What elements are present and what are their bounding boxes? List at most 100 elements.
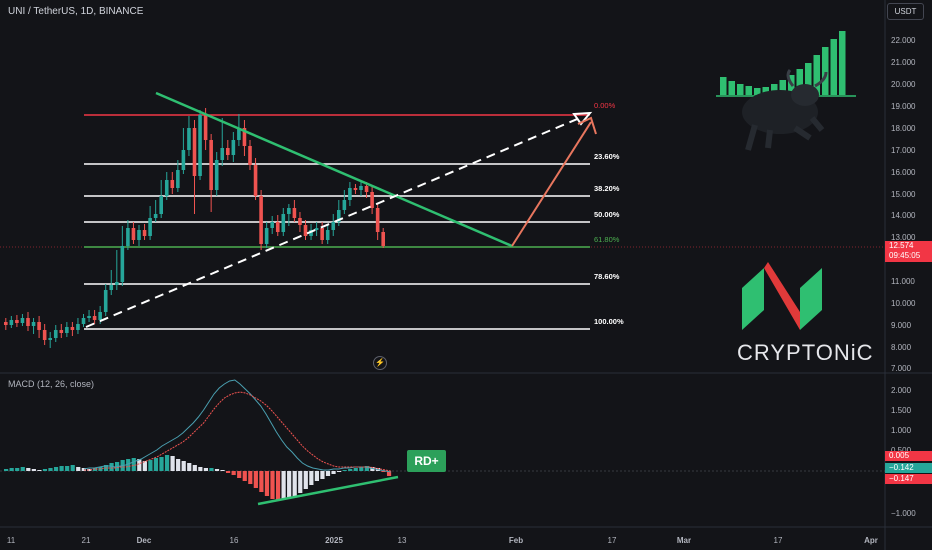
macd-line-tag: −0.142	[885, 463, 932, 473]
candle-body[interactable]	[364, 186, 369, 192]
candle-body[interactable]	[4, 322, 8, 325]
candle-body[interactable]	[231, 140, 236, 155]
candle-body[interactable]	[87, 316, 91, 318]
time-axis-label: 11	[7, 536, 16, 545]
price-axis-label: 8.000	[891, 343, 912, 352]
candle-body[interactable]	[359, 186, 363, 190]
divergence-line[interactable]	[257, 475, 399, 506]
time-axis-label: Mar	[677, 536, 691, 545]
candle-body[interactable]	[148, 218, 152, 236]
candle-body[interactable]	[264, 228, 269, 244]
candle-body[interactable]	[348, 188, 352, 200]
candle-body[interactable]	[375, 208, 380, 232]
candle-body[interactable]	[59, 330, 64, 333]
candle-body[interactable]	[153, 214, 158, 218]
symbol-title[interactable]: UNI / TetherUS, 1D, BINANCE	[8, 6, 144, 17]
candle-body[interactable]	[170, 180, 175, 188]
candle-body[interactable]	[70, 327, 75, 330]
candle-body[interactable]	[203, 115, 208, 140]
candle-body[interactable]	[298, 218, 302, 225]
candle-body[interactable]	[48, 338, 52, 340]
cryptonic-logo	[742, 262, 822, 330]
candle-body[interactable]	[270, 222, 274, 228]
bull-bar	[720, 77, 727, 95]
candle-body[interactable]	[26, 318, 30, 326]
macd-hist-bar	[348, 469, 353, 471]
candle-body[interactable]	[248, 146, 252, 165]
currency-button[interactable]: USDT	[887, 3, 924, 20]
candle-body[interactable]	[20, 318, 25, 323]
candle-body[interactable]	[275, 222, 280, 232]
candle-body[interactable]	[309, 230, 313, 236]
macd-histogram[interactable]	[4, 455, 392, 501]
candle-body[interactable]	[237, 128, 241, 140]
macd-hist-bar	[342, 470, 347, 471]
candle-body[interactable]	[226, 148, 230, 155]
candle-body[interactable]	[192, 128, 197, 176]
candle-body[interactable]	[131, 228, 136, 240]
candlestick-series[interactable]	[4, 108, 385, 348]
candle-body[interactable]	[320, 228, 324, 240]
signal-line[interactable]	[84, 391, 391, 472]
candle-body[interactable]	[120, 246, 125, 282]
candle-body[interactable]	[187, 128, 191, 150]
candle-body[interactable]	[220, 148, 225, 160]
candle-body[interactable]	[287, 208, 291, 214]
rd-plus-label[interactable]: RD+	[407, 450, 446, 472]
projection-arrow[interactable]	[511, 121, 592, 247]
candle-body[interactable]	[53, 330, 58, 338]
candle-body[interactable]	[353, 188, 358, 190]
candle-body[interactable]	[159, 196, 163, 214]
candle-body[interactable]	[181, 150, 186, 170]
candle-body[interactable]	[92, 316, 97, 320]
bull-bar	[796, 69, 803, 95]
candle-body[interactable]	[9, 320, 14, 325]
candle-body[interactable]	[370, 192, 374, 208]
candle-body[interactable]	[142, 230, 147, 236]
candle-body[interactable]	[253, 165, 258, 196]
candle-body[interactable]	[314, 228, 319, 230]
price-axis[interactable]: 22.000 21.000 20.000 19.000 18.000 17.000 16.0…	[891, 36, 916, 373]
candle-body[interactable]	[65, 327, 69, 333]
candle-body[interactable]	[81, 318, 86, 324]
candle-body[interactable]	[337, 210, 341, 222]
macd-line[interactable]	[83, 379, 391, 473]
descending-trendline[interactable]	[155, 91, 513, 248]
candle-body[interactable]	[381, 232, 385, 246]
candle-body[interactable]	[115, 282, 119, 285]
candle-body[interactable]	[37, 322, 41, 330]
macd-hist-bar	[109, 463, 114, 471]
candle-body[interactable]	[214, 160, 219, 190]
candle-body[interactable]	[98, 312, 102, 320]
candle-body[interactable]	[342, 200, 347, 210]
macd-axis[interactable]: 2.000 1.500 1.000 0.500 −1.000	[891, 386, 916, 518]
time-axis[interactable]: 11 21 Dec 16 2025 13 Feb 17 Mar 17 Apr	[7, 536, 878, 545]
candle-body[interactable]	[198, 115, 202, 176]
candle-body[interactable]	[15, 320, 19, 323]
candle-body[interactable]	[209, 140, 213, 190]
macd-hist-bar	[253, 471, 258, 488]
bolt-icon[interactable]: ⚡	[373, 356, 387, 370]
candle-body[interactable]	[164, 180, 169, 196]
drawings[interactable]	[85, 91, 597, 328]
candle-body[interactable]	[103, 290, 108, 312]
candle-body[interactable]	[242, 128, 247, 146]
candle-body[interactable]	[176, 170, 180, 188]
candle-body[interactable]	[292, 208, 297, 218]
bull-bars-graphic	[716, 31, 856, 97]
candle-body[interactable]	[137, 230, 141, 240]
candle-body[interactable]	[42, 330, 47, 340]
candle-body[interactable]	[31, 322, 36, 326]
fib-retracement[interactable]: 0.00% 23.60% 38.20% 50.00% 61.80% 78.60%…	[84, 101, 624, 330]
candle-body[interactable]	[331, 222, 336, 230]
candle-body[interactable]	[325, 230, 330, 240]
candle-body[interactable]	[109, 285, 114, 290]
candle-body[interactable]	[281, 214, 286, 232]
candle-body[interactable]	[259, 196, 263, 244]
candle-body[interactable]	[126, 228, 130, 246]
macd-indicator-title[interactable]: MACD (12, 26, close)	[8, 379, 95, 389]
candle-body[interactable]	[76, 324, 80, 330]
candle-body[interactable]	[303, 225, 308, 236]
